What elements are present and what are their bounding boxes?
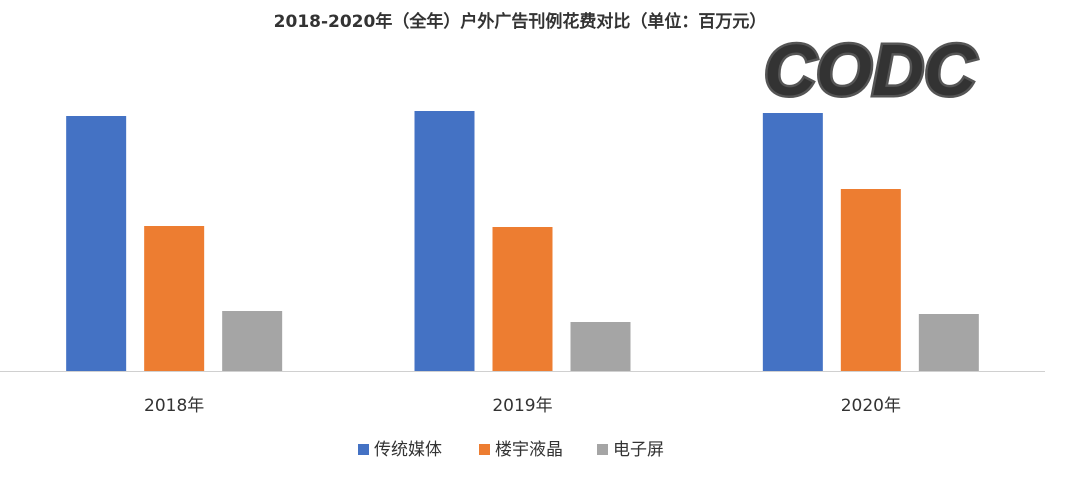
- bar: [222, 311, 283, 371]
- bar: [414, 111, 475, 371]
- legend-label: 电子屏: [613, 440, 664, 460]
- bar: [66, 116, 127, 371]
- bar: [144, 226, 205, 371]
- legend-swatch: [358, 444, 369, 455]
- bar: [762, 113, 823, 371]
- x-tick-label: 2018年: [144, 396, 204, 416]
- bar: [840, 189, 901, 371]
- chart-title: 2018-2020年（全年）户外广告刊例花费对比（单位：百万元）: [274, 11, 767, 32]
- bar: [570, 322, 631, 371]
- bar: [492, 227, 553, 371]
- x-tick-label: 2020年: [841, 396, 901, 416]
- legend-label: 楼宇液晶: [495, 440, 563, 460]
- bar: [918, 314, 979, 371]
- legend-label: 传统媒体: [374, 440, 442, 460]
- legend-swatch: [597, 444, 608, 455]
- x-tick-label: 2019年: [492, 396, 552, 416]
- watermark: CODC: [764, 31, 977, 111]
- legend-swatch: [479, 444, 490, 455]
